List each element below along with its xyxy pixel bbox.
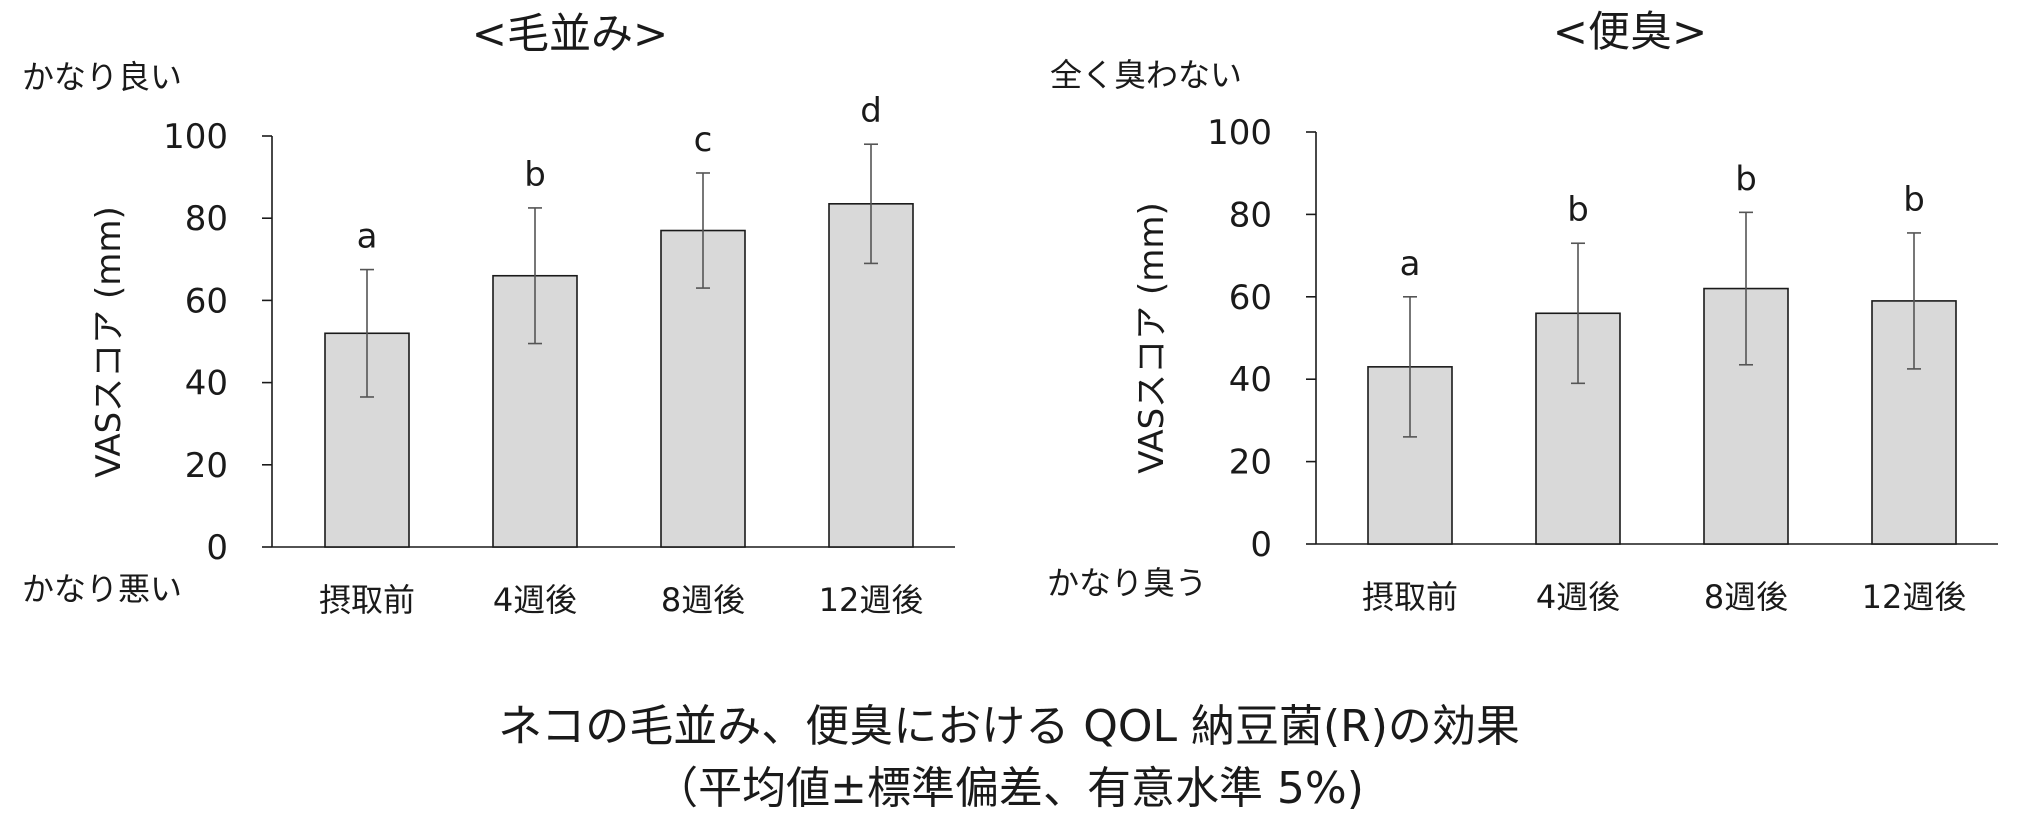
significance-letter: a: [357, 217, 378, 257]
y-tick-label: 0: [206, 528, 228, 568]
figure-caption-line1: ネコの毛並み、便臭における QOL 納豆菌(R)の効果: [498, 701, 1520, 752]
chart-title: <便臭>: [1553, 7, 1707, 56]
y-tick-label: 80: [1229, 195, 1272, 235]
y-bottom-descriptor: かなり悪い: [22, 570, 182, 608]
y-axis-label: VASスコア (mm): [1132, 202, 1172, 474]
chart-title: <毛並み>: [472, 9, 668, 58]
y-tick-label: 100: [1207, 113, 1272, 153]
y-top-descriptor: かなり良い: [22, 58, 182, 96]
significance-letter: b: [1567, 190, 1589, 230]
figure-caption-line2: （平均値±標準偏差、有意水準 5%): [654, 763, 1364, 814]
x-category-label: 8週後: [1704, 578, 1788, 616]
y-tick-label: 100: [163, 117, 228, 157]
y-bottom-descriptor: かなり臭う: [1047, 564, 1207, 602]
significance-letter: d: [860, 91, 882, 131]
x-category-label: 4週後: [493, 581, 577, 619]
y-tick-label: 20: [1229, 443, 1272, 483]
y-top-descriptor: 全く臭わない: [1050, 56, 1242, 94]
y-tick-label: 60: [185, 281, 228, 321]
y-tick-label: 80: [185, 199, 228, 239]
x-category-label: 4週後: [1536, 578, 1620, 616]
x-category-label: 8週後: [661, 581, 745, 619]
x-category-label: 12週後: [1862, 578, 1967, 616]
y-tick-label: 60: [1229, 278, 1272, 318]
y-tick-label: 0: [1250, 525, 1272, 565]
y-axis-label: VASスコア (mm): [89, 206, 129, 478]
significance-letter: a: [1400, 244, 1421, 284]
significance-letter: b: [1735, 159, 1757, 199]
y-tick-label: 20: [185, 446, 228, 486]
significance-letter: b: [1903, 180, 1925, 220]
significance-letter: c: [694, 120, 713, 160]
x-category-label: 摂取前: [319, 581, 415, 619]
x-category-label: 摂取前: [1362, 578, 1458, 616]
significance-letter: b: [524, 155, 546, 195]
x-category-label: 12週後: [819, 581, 924, 619]
y-tick-label: 40: [1229, 360, 1272, 400]
y-tick-label: 40: [185, 364, 228, 404]
